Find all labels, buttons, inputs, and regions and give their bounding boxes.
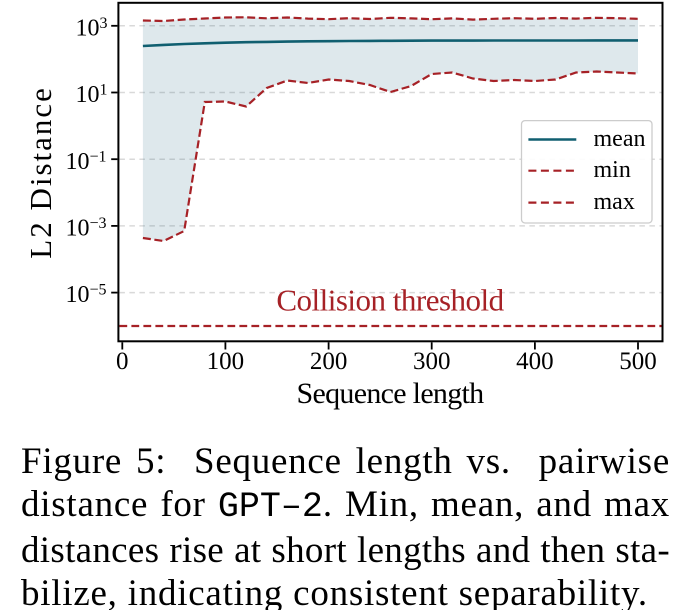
svg-text:101: 101 bbox=[76, 82, 108, 109]
svg-text:L2 Distance: L2 Distance bbox=[23, 86, 58, 259]
svg-text:300: 300 bbox=[413, 348, 451, 375]
svg-text:10−5: 10−5 bbox=[66, 282, 107, 309]
svg-text:10−3: 10−3 bbox=[66, 215, 107, 242]
svg-text:10−1: 10−1 bbox=[66, 148, 107, 175]
svg-text:400: 400 bbox=[516, 348, 554, 375]
svg-text:200: 200 bbox=[310, 348, 348, 375]
svg-text:max: max bbox=[594, 189, 635, 215]
svg-text:500: 500 bbox=[619, 348, 657, 375]
svg-text:mean: mean bbox=[594, 126, 646, 152]
svg-text:0: 0 bbox=[116, 348, 129, 375]
svg-text:103: 103 bbox=[76, 15, 108, 42]
svg-text:min: min bbox=[594, 157, 631, 183]
svg-text:100: 100 bbox=[207, 348, 245, 375]
svg-text:Collision threshold: Collision threshold bbox=[276, 283, 504, 318]
svg-text:Sequence length: Sequence length bbox=[297, 377, 485, 410]
